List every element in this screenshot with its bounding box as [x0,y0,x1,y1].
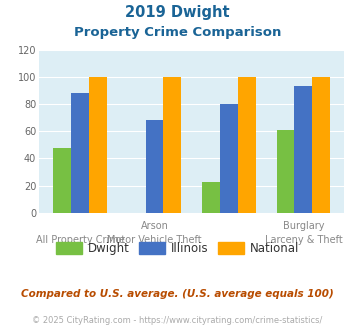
Legend: Dwight, Illinois, National: Dwight, Illinois, National [51,237,304,260]
Bar [53,148,71,213]
Text: Arson: Arson [141,221,168,231]
Bar [202,182,220,213]
Bar [294,86,312,213]
Bar [163,77,181,213]
Text: Motor Vehicle Theft: Motor Vehicle Theft [107,235,202,245]
Bar [220,104,238,213]
Text: Burglary: Burglary [283,221,324,231]
Text: Compared to U.S. average. (U.S. average equals 100): Compared to U.S. average. (U.S. average … [21,289,334,299]
Bar [277,130,294,213]
Text: Property Crime Comparison: Property Crime Comparison [74,26,281,39]
Bar [146,120,163,213]
Text: Larceny & Theft: Larceny & Theft [264,235,342,245]
Bar [89,77,107,213]
Bar [312,77,330,213]
Text: © 2025 CityRating.com - https://www.cityrating.com/crime-statistics/: © 2025 CityRating.com - https://www.city… [32,316,323,325]
Text: 2019 Dwight: 2019 Dwight [125,5,230,20]
Bar [71,93,89,213]
Bar [238,77,256,213]
Text: All Property Crime: All Property Crime [36,235,124,245]
